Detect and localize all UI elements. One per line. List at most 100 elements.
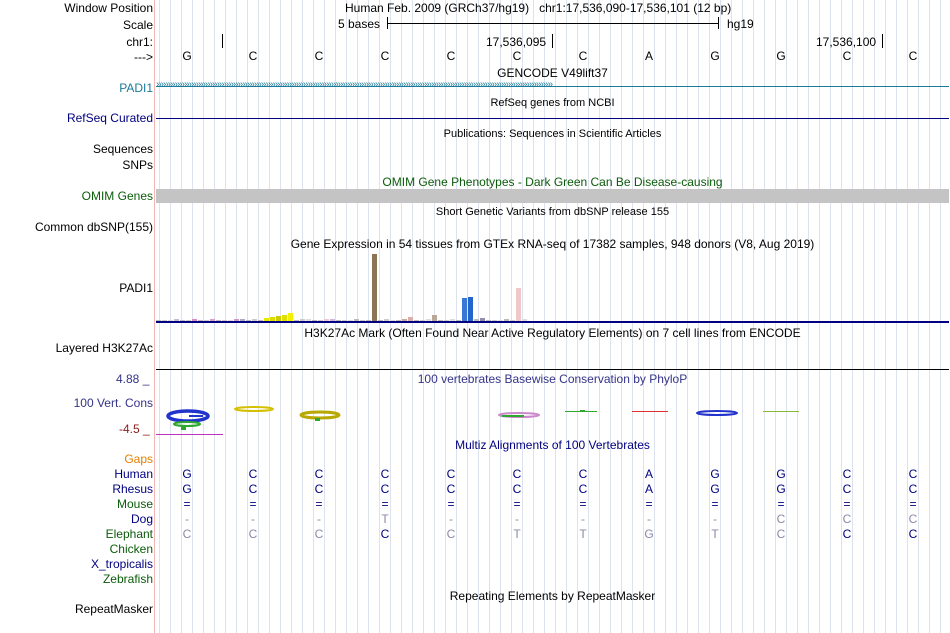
gtex-tissue-bar[interactable] [276,316,281,321]
padi1-gene-label[interactable]: PADI1 [119,81,153,95]
gtex-tissue-bar[interactable] [450,318,455,321]
gtex-tissue-bar[interactable] [522,318,527,321]
h3k27ac-label[interactable]: Layered H3K27Ac [55,341,153,355]
gtex-tissue-bar[interactable] [198,319,203,321]
conservation-logos[interactable] [155,400,950,440]
logo-G-10 [763,411,799,412]
gtex-bar-chart[interactable] [156,252,536,321]
gtex-tissue-bar[interactable] [240,319,245,321]
gtex-tissue-bar[interactable] [384,319,389,321]
gtex-tissue-bar[interactable] [336,319,341,321]
gtex-tissue-bar[interactable] [372,253,377,321]
gtex-tissue-bar[interactable] [498,319,503,321]
gtex-tissue-bar[interactable] [252,319,257,321]
gtex-tissue-bar[interactable] [366,319,371,321]
species-label-chicken[interactable]: Chicken [109,542,153,556]
h3k27ac-track-title[interactable]: H3K27Ac Mark (Often Found Near Active Re… [304,326,801,340]
gtex-tissue-bar[interactable] [504,319,509,321]
gtex-tissue-bar[interactable] [156,319,161,321]
padi1-gene-line[interactable]: ››››››››››››››››››››››››››››››››››››››››… [156,82,949,92]
dbsnp-track-title[interactable]: Short Genetic Variants from dbSNP releas… [435,206,670,218]
gtex-tissue-bar[interactable] [414,319,419,321]
gtex-tissue-bar[interactable] [378,319,383,321]
gtex-tissue-bar[interactable] [228,319,233,321]
gtex-tissue-bar[interactable] [288,312,293,321]
refseq-gene-line[interactable] [156,118,949,119]
species-label-x_tropicalis[interactable]: X_tropicalis [90,557,153,571]
gtex-tissue-bar[interactable] [216,319,221,321]
gtex-tissue-bar[interactable] [480,317,485,321]
publications-track-title[interactable]: Publications: Sequences in Scientific Ar… [443,128,662,140]
species-label-elephant[interactable]: Elephant [105,527,153,541]
gtex-tissue-bar[interactable] [234,318,239,321]
dbsnp-label[interactable]: Common dbSNP(155) [34,220,153,234]
species-label-zebrafish[interactable]: Zebrafish [102,572,153,586]
gtex-tissue-bar[interactable] [426,319,431,321]
refseq-label[interactable]: RefSeq Curated [66,111,153,125]
gtex-tissue-bar[interactable] [246,319,251,321]
species-label-rhesus[interactable]: Rhesus [112,482,153,496]
gtex-tissue-bar[interactable] [306,318,311,321]
alignment-base: C [248,467,258,481]
gtex-tissue-bar[interactable] [468,296,473,321]
gtex-tissue-bar[interactable] [168,319,173,321]
gtex-tissue-bar[interactable] [420,319,425,321]
gtex-tissue-bar[interactable] [330,318,335,321]
gtex-gene-label[interactable]: PADI1 [119,281,153,295]
sequences-label[interactable]: Sequences [92,142,153,156]
snps-label[interactable]: SNPs [122,158,153,172]
gtex-tissue-bar[interactable] [492,319,497,321]
gtex-tissue-bar[interactable] [408,316,413,321]
gencode-track-title[interactable]: GENCODE V49lift37 [497,66,608,80]
gtex-tissue-bar[interactable] [270,316,275,321]
repeatmasker-label[interactable]: RepeatMasker [74,602,153,616]
omim-label[interactable]: OMIM Genes [81,189,153,203]
species-label-dog[interactable]: Dog [130,512,153,526]
gtex-tissue-bar[interactable] [318,319,323,321]
gtex-tissue-bar[interactable] [162,319,167,321]
species-label-gaps[interactable]: Gaps [124,452,153,466]
refseq-track-title[interactable]: RefSeq genes from NCBI [490,97,615,109]
gtex-tissue-bar[interactable] [312,319,317,321]
gtex-tissue-bar[interactable] [402,318,407,321]
gtex-tissue-bar[interactable] [516,288,521,321]
gtex-tissue-bar[interactable] [510,319,515,321]
alignment-base: C [512,467,522,481]
gtex-tissue-bar[interactable] [390,319,395,321]
gtex-tissue-bar[interactable] [282,314,287,321]
gtex-tissue-bar[interactable] [342,319,347,321]
gtex-tissue-bar[interactable] [444,319,449,321]
gtex-tissue-bar[interactable] [324,319,329,321]
species-label-mouse[interactable]: Mouse [116,497,153,511]
gtex-tissue-bar[interactable] [462,297,467,321]
gtex-tissue-bar[interactable] [486,319,491,321]
repeatmasker-track-title[interactable]: Repeating Elements by RepeatMasker [449,589,656,603]
omim-gene-bar[interactable] [156,189,949,203]
gtex-tissue-bar[interactable] [474,319,479,321]
gtex-tissue-bar[interactable] [192,318,197,321]
alignment-base: C [182,527,192,541]
multiz-track-title[interactable]: Multiz Alignments of 100 Vertebrates [455,438,650,452]
gtex-tissue-bar[interactable] [186,319,191,321]
gtex-tissue-bar[interactable] [396,319,401,321]
conservation-label[interactable]: 100 Vert. Cons [73,396,153,410]
gtex-tissue-bar[interactable] [300,319,305,321]
gtex-tissue-bar[interactable] [348,319,353,321]
gtex-tissue-bar[interactable] [204,319,209,321]
gtex-tissue-bar[interactable] [438,319,443,321]
gtex-tissue-bar[interactable] [222,319,227,321]
gtex-tissue-bar[interactable] [210,319,215,321]
gtex-track-title[interactable]: Gene Expression in 54 tissues from GTEx … [290,237,815,251]
gtex-tissue-bar[interactable] [180,319,185,321]
gtex-tissue-bar[interactable] [174,319,179,321]
omim-track-title[interactable]: OMIM Gene Phenotypes - Dark Green Can Be… [382,175,723,189]
gtex-tissue-bar[interactable] [432,315,437,321]
conservation-track-title[interactable]: 100 vertebrates Basewise Conservation by… [417,372,688,386]
gtex-tissue-bar[interactable] [354,319,359,321]
gtex-tissue-bar[interactable] [456,319,461,321]
gtex-tissue-bar[interactable] [264,317,269,321]
gtex-tissue-bar[interactable] [360,319,365,321]
gtex-tissue-bar[interactable] [258,319,263,321]
species-label-human[interactable]: Human [114,467,153,481]
gtex-tissue-bar[interactable] [294,319,299,321]
